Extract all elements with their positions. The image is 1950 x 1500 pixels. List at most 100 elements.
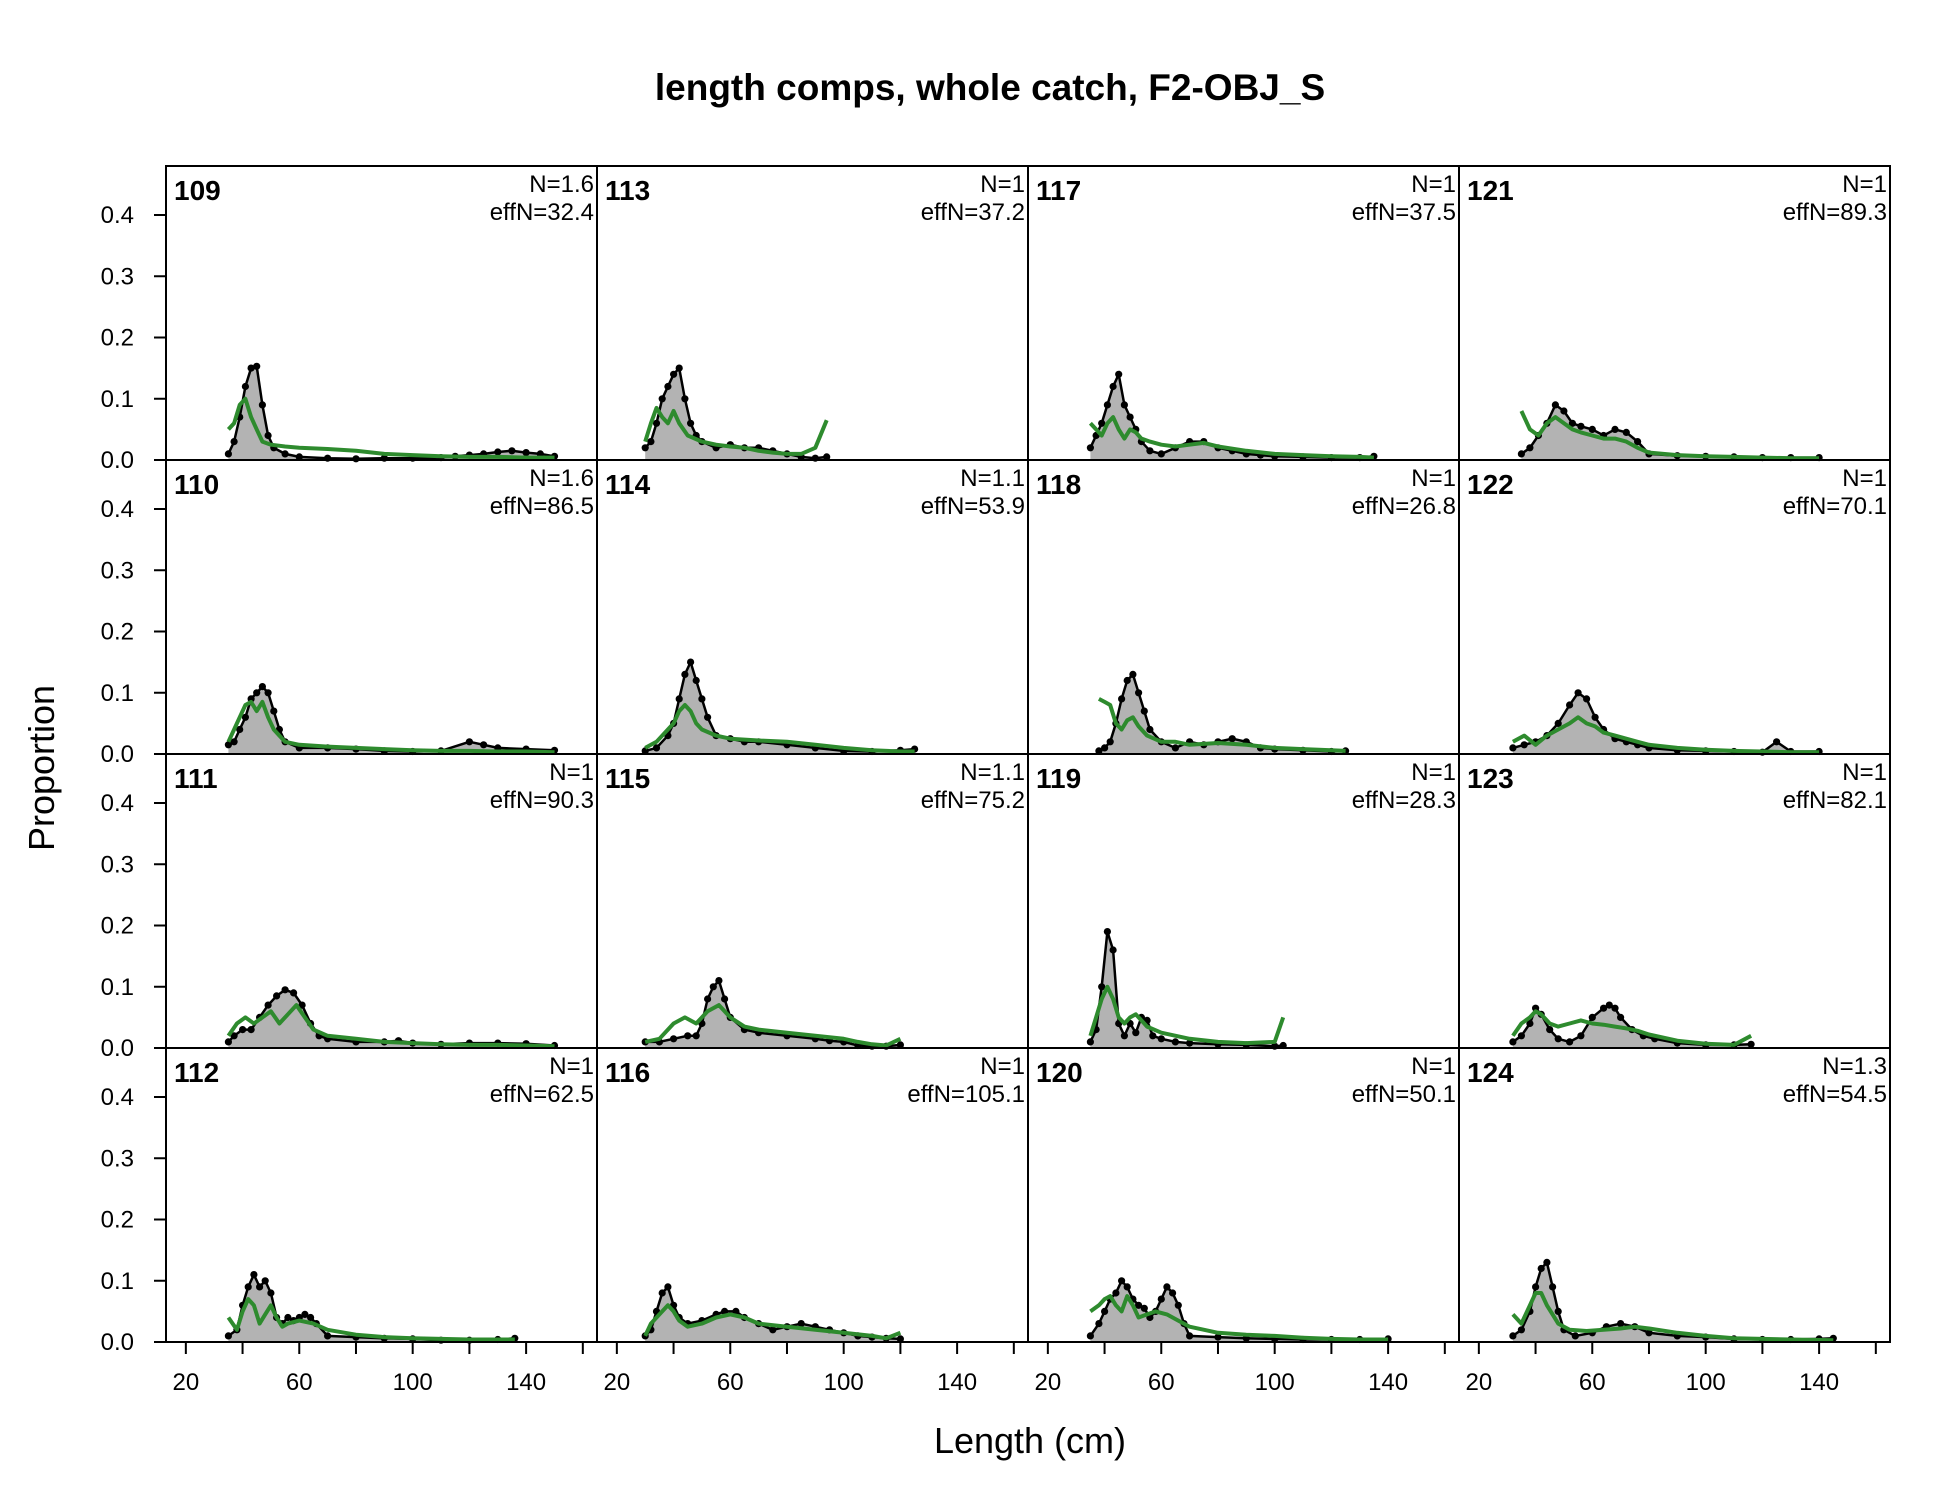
observed-point xyxy=(224,450,232,458)
y-tick-label: 0.1 xyxy=(101,974,134,1001)
observed-point xyxy=(247,364,255,372)
y-tick-label: 0.3 xyxy=(101,557,134,584)
observed-point xyxy=(1123,676,1131,685)
observed-point xyxy=(1126,413,1134,421)
observed-point xyxy=(1171,744,1179,752)
observed-point xyxy=(1583,695,1591,703)
observed-point xyxy=(1146,447,1154,455)
observed-point xyxy=(1103,401,1111,409)
observed-point xyxy=(1086,1038,1094,1046)
expected-line xyxy=(643,1303,902,1341)
observed-point xyxy=(658,1289,666,1297)
expected-line xyxy=(226,699,555,755)
x-tick-label: 20 xyxy=(1465,1369,1492,1396)
panel-effn: effN=26.8 xyxy=(1352,493,1456,520)
observed-point xyxy=(264,1001,272,1009)
panel-label: 109 xyxy=(174,175,221,206)
panel-label: 113 xyxy=(605,175,650,206)
observed-area xyxy=(1512,1262,1834,1342)
x-tick-label: 60 xyxy=(286,1369,313,1396)
observed-point xyxy=(1140,707,1148,715)
observed-point xyxy=(1149,1032,1157,1040)
y-tick-label: 0.4 xyxy=(101,1084,134,1111)
observed-point xyxy=(1146,725,1154,734)
observed-point xyxy=(253,689,261,697)
observed-point xyxy=(230,738,238,746)
observed-point xyxy=(290,989,298,997)
observed-point xyxy=(1135,1301,1143,1309)
observed-point xyxy=(1120,401,1128,409)
observed-point xyxy=(1115,370,1123,378)
observed-point xyxy=(1600,1004,1608,1012)
panel-label: 122 xyxy=(1467,469,1514,500)
observed-point xyxy=(641,444,649,452)
y-tick-label: 0.0 xyxy=(101,1035,134,1062)
panel-label: 110 xyxy=(174,469,219,500)
observed-point xyxy=(1546,1026,1554,1034)
panel-label: 124 xyxy=(1467,1057,1514,1088)
expected-line xyxy=(226,396,555,460)
observed-point xyxy=(295,453,303,461)
panel-effn: effN=53.9 xyxy=(921,493,1025,520)
observed-area xyxy=(1521,404,1820,460)
observed-point xyxy=(692,1032,700,1040)
x-tick-label: 140 xyxy=(937,1369,977,1396)
panel-effn: effN=32.4 xyxy=(490,199,594,226)
expected-line xyxy=(1088,984,1286,1046)
panel-effn: effN=90.3 xyxy=(490,787,594,814)
expected-line xyxy=(1519,410,1820,461)
panel-n: N=1.6 xyxy=(529,465,594,492)
observed-point xyxy=(1611,425,1619,433)
observed-point xyxy=(224,1332,232,1340)
panel-n: N=1 xyxy=(1842,171,1887,198)
observed-point xyxy=(1617,1320,1625,1328)
observed-point xyxy=(1577,1032,1585,1040)
panel-label: 114 xyxy=(605,469,651,500)
observed-point xyxy=(687,419,695,427)
observed-point xyxy=(230,438,238,446)
y-tick-label: 0.0 xyxy=(101,447,134,474)
y-tick-label: 0.4 xyxy=(101,790,134,817)
observed-point xyxy=(1109,946,1117,954)
y-tick-label: 0.4 xyxy=(101,496,134,523)
x-tick-label: 60 xyxy=(1148,1369,1175,1396)
observed-point xyxy=(652,744,661,752)
panel-effn: effN=37.2 xyxy=(921,199,1025,226)
observed-point xyxy=(1132,1029,1140,1037)
observed-point xyxy=(1157,1035,1165,1043)
panel-label: 115 xyxy=(605,763,650,794)
observed-point xyxy=(1098,983,1106,991)
panel-effn: effN=105.1 xyxy=(907,1081,1025,1108)
observed-area xyxy=(1512,1005,1752,1048)
observed-point xyxy=(1171,1038,1179,1046)
observed-point xyxy=(1118,695,1126,703)
observed-point xyxy=(1549,1283,1557,1291)
observed-point xyxy=(721,1307,729,1315)
expected-line xyxy=(226,1297,515,1342)
y-tick-label: 0.2 xyxy=(101,325,134,352)
panel-label: 117 xyxy=(1036,175,1081,206)
observed-point xyxy=(352,455,360,463)
observed-point xyxy=(896,1041,905,1049)
observed-point xyxy=(1157,1295,1165,1303)
observed-point xyxy=(1095,747,1103,755)
y-tick-label: 0.1 xyxy=(101,680,134,707)
observed-point xyxy=(1101,1307,1109,1315)
panel-effn: effN=89.3 xyxy=(1783,199,1887,226)
observed-point xyxy=(1517,1326,1525,1334)
observed-point xyxy=(1186,1332,1194,1340)
y-axis-label: Proportion xyxy=(21,685,62,851)
observed-area xyxy=(228,1274,515,1342)
observed-point xyxy=(1526,444,1534,452)
panel-label: 121 xyxy=(1467,175,1514,206)
observed-point xyxy=(281,450,289,458)
observed-point xyxy=(1140,1304,1148,1312)
observed-point xyxy=(709,983,717,991)
observed-point xyxy=(273,992,281,1000)
y-tick-label: 0.3 xyxy=(101,1145,134,1172)
observed-point xyxy=(1098,419,1106,427)
x-tick-label: 20 xyxy=(172,1369,199,1396)
observed-point xyxy=(670,1035,678,1043)
observed-point xyxy=(1086,444,1094,452)
